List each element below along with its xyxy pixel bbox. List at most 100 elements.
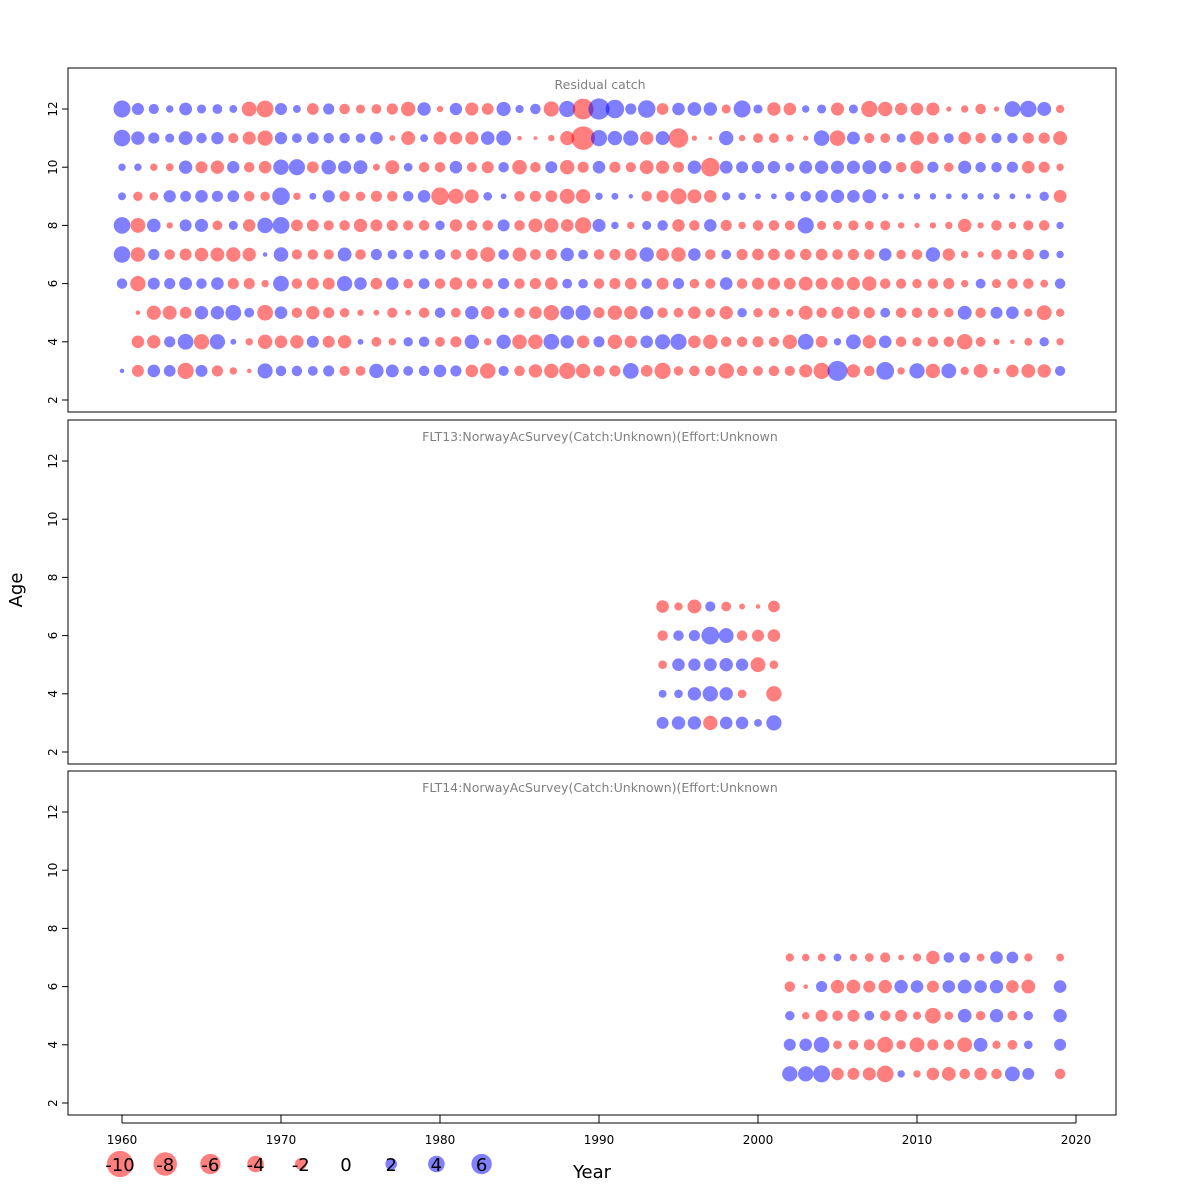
residual-bubble [178,131,193,146]
residual-bubble [559,362,576,379]
residual-bubble [976,953,985,962]
residual-bubble [783,277,796,290]
residual-bubble [257,363,273,379]
residual-bubble [147,364,161,378]
residual-bubble [229,367,238,375]
residual-bubble [1006,364,1019,378]
residual-bubble [813,362,830,379]
residual-bubble [801,105,810,113]
residual-bubble [657,630,668,641]
residual-bubble [1039,249,1050,260]
residual-bubble [687,189,702,204]
residual-bubble [766,715,782,731]
residual-bubble [991,249,1002,260]
residual-bubble [195,364,208,377]
residual-bubble [705,249,716,260]
residual-bubble [798,1066,814,1082]
residual-bubble [943,133,954,144]
residual-bubble [211,131,224,145]
residual-bubble [291,249,302,260]
residual-bubble [242,131,256,145]
residual-bubble [880,307,891,318]
residual-bubble [910,102,924,116]
residual-bubble [134,163,142,171]
residual-bubble [942,248,955,261]
residual-bubble [195,161,208,174]
residual-bubble [388,338,397,346]
residual-bubble [719,160,733,174]
residual-bubble [977,251,984,258]
residual-bubble [687,160,702,174]
residual-bubble [993,338,1000,346]
residual-bubble [560,160,575,175]
residual-bubble [671,247,686,262]
residual-bubble [257,130,273,146]
residual-bubble [371,104,382,114]
residual-bubble [242,247,256,262]
residual-bubble [261,279,269,288]
residual-bubble [705,601,716,612]
residual-bubble [212,104,223,114]
residual-bubble [544,218,559,233]
residual-bubble [943,278,955,290]
residual-bubble [942,980,956,993]
residual-bubble [738,192,746,201]
residual-bubble [321,159,337,175]
residual-bubble [571,126,595,150]
residual-bubble [434,249,446,260]
residual-bubble [528,218,543,233]
residual-bubble [243,278,255,290]
residual-bubble [927,132,939,144]
residual-bubble [670,333,687,350]
residual-bubble [846,160,860,174]
residual-bubble [498,249,509,260]
residual-bubble [736,278,748,289]
residual-bubble [1006,306,1019,319]
residual-bubble [419,249,429,260]
residual-bubble [275,365,287,377]
residual-bubble [975,161,986,173]
residual-bubble [1007,278,1018,289]
residual-bubble [1053,1009,1067,1023]
residual-bubble [291,307,303,318]
residual-bubble [846,131,860,145]
residual-bubble [194,247,209,262]
residual-bubble [755,604,761,609]
residual-bubble [624,277,637,290]
residual-bubble [656,277,669,290]
residual-bubble [498,365,509,376]
residual-bubble [611,221,619,230]
residual-bubble [673,307,684,318]
residual-bubble [991,279,1002,289]
residual-bubble [813,130,830,146]
residual-bubble [226,247,241,262]
residual-bubble [339,103,350,115]
panel-1: Residual catch 2 4 6 8 10 12 [46,67,1117,413]
residual-bubble [450,249,462,260]
residual-bubble [481,161,494,174]
residual-bubble [657,220,668,231]
residual-bubble [688,630,700,642]
residual-bubble [131,131,145,145]
residual-bubble [370,219,383,232]
residual-bubble [273,247,289,262]
residual-bubble [578,278,588,289]
residual-bubble [179,277,193,291]
residual-bubble [864,220,874,230]
residual-bubble [1056,250,1064,259]
residual-bubble [146,218,161,233]
legend-label: 2 [385,1155,396,1176]
residual-bubble [385,160,400,175]
residual-bubble [753,104,763,114]
residual-bubble [817,953,826,962]
residual-bubble [752,336,764,348]
residual-bubble [402,191,414,202]
x-axis-label: Year [572,1162,612,1183]
residual-bubble [623,130,639,146]
residual-bubble [403,162,413,172]
residual-bubble [482,220,493,231]
residual-bubble [306,219,319,232]
residual-bubble [688,248,701,261]
residual-bubble [274,131,288,145]
panel-frame [67,770,1117,1116]
